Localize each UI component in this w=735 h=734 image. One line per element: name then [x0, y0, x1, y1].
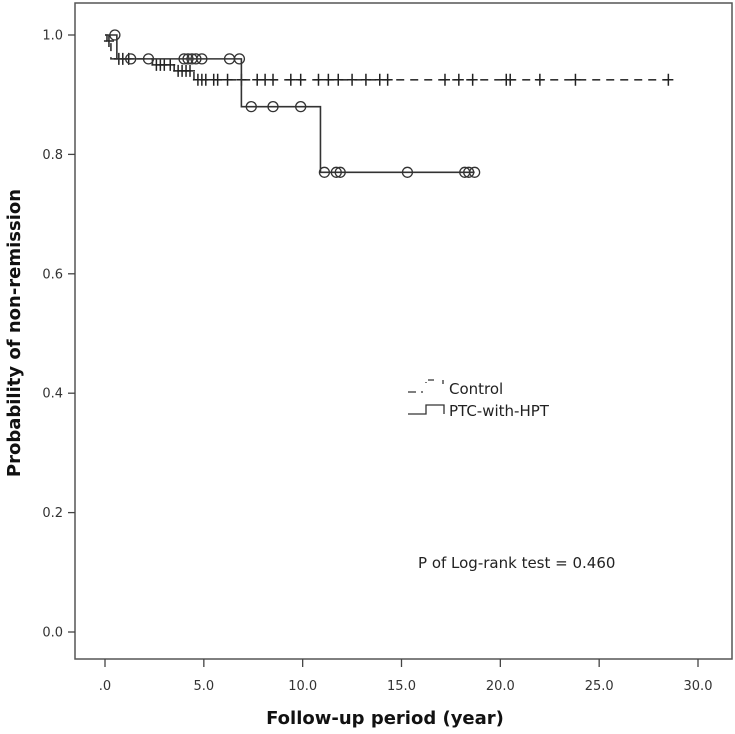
censor-circle-icon [463, 166, 475, 178]
censor-plus-icon [663, 73, 674, 86]
legend-label-ptc-with-hpt: PTC-with-HPT [449, 402, 550, 420]
legend: Control PTC-with-HPT [408, 379, 550, 420]
legend-dashed-line-icon [408, 379, 444, 393]
censor-circle-icon [330, 166, 342, 178]
log-rank-annotation: P of Log-rank test = 0.460 [418, 554, 615, 572]
censor-circle-icon [233, 53, 246, 65]
x-axis-title: Follow-up period (year) [266, 708, 504, 729]
x-tick-label: 25.0 [585, 679, 614, 694]
censor-circle-icon [142, 53, 155, 65]
censor-plus-icon [453, 73, 464, 86]
y-tick-label: 0.2 [42, 506, 63, 521]
censor-plus-icon [323, 73, 334, 86]
censor-plus-icon [570, 73, 581, 86]
censor-plus-icon [313, 73, 324, 86]
y-axis: 0.0 0.2 0.4 0.6 0.8 1.0 [42, 29, 75, 641]
plot-frame [74, 2, 733, 660]
x-tick-label: .0 [99, 679, 111, 694]
censor-plus-icon [268, 73, 279, 86]
censor-plus-icon [184, 64, 195, 77]
censor-plus-icon [347, 73, 358, 86]
censor-plus-icon [505, 73, 516, 86]
censor-plus-icon [295, 73, 306, 86]
legend-label-control: Control [449, 380, 503, 398]
censor-circle-icon [468, 166, 481, 178]
y-tick-label: 0.6 [42, 267, 63, 282]
censor-circle-icon [245, 100, 257, 113]
x-axis: .0 5.0 10.0 15.0 20.0 25.0 30.0 [99, 659, 713, 694]
censor-plus-icon [103, 34, 114, 47]
series-layer [103, 29, 674, 178]
censor-plus-icon [534, 73, 545, 86]
x-tick-label: 30.0 [684, 679, 713, 694]
censor-circle-icon [182, 53, 194, 65]
censor-circle-icon [109, 29, 121, 41]
censor-plus-icon [165, 58, 176, 71]
legend-item-control: Control [408, 379, 503, 398]
censor-circle-icon [295, 100, 307, 113]
censor-plus-icon [439, 73, 450, 86]
y-tick-label: 0.4 [42, 387, 63, 402]
censor-plus-icon [382, 73, 393, 86]
censor-plus-icon [333, 73, 344, 86]
censor-circle-icon [125, 53, 137, 65]
x-tick-label: 20.0 [486, 679, 515, 694]
y-axis-title: Probability of non-remission [4, 189, 25, 477]
censor-plus-icon [212, 73, 223, 86]
y-tick-label: 0.8 [42, 148, 63, 163]
censor-plus-icon [222, 73, 233, 86]
censor-circle-icon [178, 53, 190, 65]
censor-circle-icon [190, 53, 202, 65]
censor-plus-icon [467, 73, 478, 86]
y-tick-label: 0.0 [42, 626, 63, 641]
legend-item-ptc-with-hpt: PTC-with-HPT [408, 402, 550, 420]
y-tick-label: 1.0 [42, 29, 63, 44]
legend-solid-line-icon [408, 404, 445, 415]
censor-plus-icon [360, 73, 371, 86]
censor-circle-icon [196, 53, 208, 65]
censor-circle-icon [267, 100, 279, 113]
x-tick-label: 5.0 [193, 679, 214, 694]
x-tick-label: 15.0 [387, 679, 416, 694]
x-tick-label: 10.0 [288, 679, 317, 694]
censor-circle-icon [334, 166, 346, 178]
censor-circle-icon [401, 166, 414, 178]
censor-plus-icon [285, 73, 296, 86]
censor-circle-icon [318, 166, 331, 178]
series-ptc-with-hpt [105, 29, 481, 178]
